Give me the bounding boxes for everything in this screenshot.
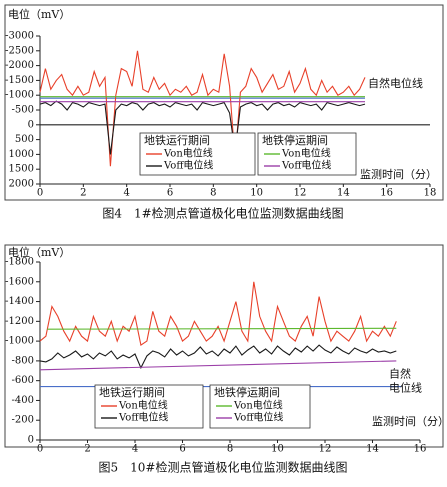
series-line (39, 50, 366, 167)
y-tick-label: -1600 (5, 276, 34, 287)
legend-label: Von电位线 (118, 399, 168, 412)
x-tick-label: 10 (271, 444, 284, 455)
y-tick-label: -1200 (5, 316, 34, 327)
series-line (39, 281, 397, 347)
y-tick-label: -2000 (5, 60, 34, 71)
x-tick-label: 16 (414, 444, 427, 455)
series-line (39, 100, 366, 155)
natural-line-label: 自然电位线 (368, 76, 423, 90)
x-tick-label: 16 (380, 188, 393, 199)
series-line (39, 360, 397, 371)
y-tick-label: -1500 (5, 75, 34, 86)
y-tick-label: -1800 (5, 257, 34, 268)
x-tick-label: 8 (227, 444, 233, 455)
x-tick-label: 0 (37, 188, 43, 199)
y-tick-label: 2000 (9, 179, 34, 190)
legend-label: Von电位线 (233, 399, 283, 412)
legend-title: 地铁运行期间 (144, 134, 210, 147)
caption: 图5 10#检测点管道极化电位监测数据曲线图 (99, 460, 348, 475)
y-tick-label: -600 (12, 375, 34, 386)
y-tick-label: 0 (28, 119, 34, 130)
y-tick-label: 1000 (9, 149, 34, 160)
x-tick-label: 12 (294, 188, 307, 199)
chart-frame (4, 4, 444, 201)
legend-title: 地铁运行期间 (99, 386, 165, 399)
series-line (39, 344, 397, 370)
y-tick-label: -1000 (5, 90, 34, 101)
x-tick-label: 6 (167, 188, 173, 199)
y-tick-label: -400 (12, 395, 34, 406)
x-tick-label: 0 (37, 444, 43, 455)
x-axis-label: 监测时间（分） (372, 415, 447, 428)
natural-line-label: 自然 (389, 367, 411, 381)
y-tick-label: 500 (15, 134, 34, 145)
y-tick-label: -800 (12, 355, 34, 366)
caption: 图4 1#检测点管道极化电位监测数据曲线图 (102, 206, 343, 221)
y-axis-label: 电位（mV） (8, 7, 70, 21)
legend-label: Voff电位线 (118, 411, 168, 424)
y-tick-label: -500 (12, 105, 34, 116)
legend-title: 地铁停运期间 (214, 385, 280, 399)
x-tick-label: 12 (319, 444, 332, 455)
y-tick-label: -1000 (5, 336, 34, 347)
legend-label: Voff电位线 (163, 159, 213, 172)
x-tick-label: 6 (179, 444, 185, 455)
x-tick-label: 2 (80, 188, 86, 199)
x-tick-label: 14 (337, 188, 350, 199)
x-tick-label: 4 (132, 444, 138, 455)
legend-label: Voff电位线 (233, 411, 283, 424)
y-tick-label: 1500 (9, 164, 34, 175)
y-tick-label: -3000 (5, 31, 34, 42)
natural-line-label: 电位线 (389, 381, 422, 395)
y-tick-label: -1400 (5, 296, 34, 307)
x-tick-label: 8 (210, 188, 216, 199)
legend-label: Von电位线 (163, 147, 213, 160)
y-tick-label: -2500 (5, 45, 34, 56)
x-tick-label: 4 (123, 188, 129, 199)
x-tick-label: 14 (366, 444, 379, 455)
y-tick-label: -200 (12, 415, 34, 426)
x-axis-label: 监测时间（分） (360, 168, 437, 181)
legend-label: Voff电位线 (281, 159, 331, 172)
legend-title: 地铁停运期间 (262, 133, 328, 147)
series-line (47, 327, 397, 330)
chart-frame (4, 244, 444, 448)
y-axis-label: 电位（mV） (8, 245, 70, 259)
x-tick-label: 18 (424, 188, 437, 199)
x-tick-label: 10 (250, 188, 263, 199)
legend-label: Von电位线 (281, 147, 331, 160)
y-tick-label: 0 (28, 435, 34, 446)
x-tick-label: 2 (84, 444, 90, 455)
